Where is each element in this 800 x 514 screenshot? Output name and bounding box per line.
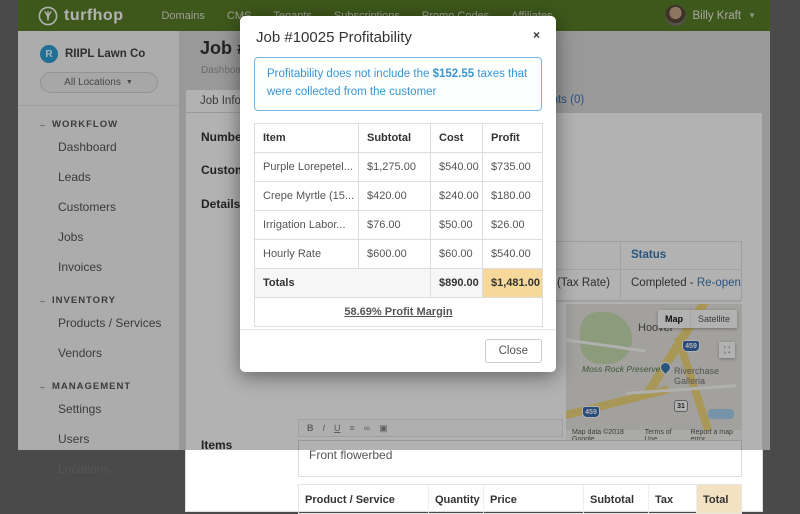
map-park-area	[580, 312, 632, 364]
sidebar-item-settings[interactable]: Settings	[58, 402, 102, 416]
app-window: turfhop Domains CMS Tenants Subscription…	[18, 0, 770, 514]
status-header: Status	[621, 242, 741, 270]
close-button[interactable]: Close	[484, 339, 542, 363]
tax-info-alert: Profitability does not include the $152.…	[254, 57, 542, 111]
details-label: Details	[201, 197, 241, 211]
details-editor-toolbar[interactable]: B I U ≡ ∞ ▣	[298, 419, 563, 437]
sidebar-section-management: – MANAGEMENT	[40, 381, 132, 392]
modal-header: Job #10025 Profitability ×	[240, 16, 556, 55]
profitability-table: Item Subtotal Cost Profit Purple Lorepet…	[254, 122, 543, 327]
sidebar-item-invoices[interactable]: Invoices	[58, 260, 103, 274]
number-label: Number	[201, 130, 247, 144]
report-map-error-link[interactable]: Report a map error	[690, 428, 733, 442]
margin-row: 58.69% Profit Margin	[254, 296, 543, 327]
sidebar-item-products-services[interactable]: Products / Services	[58, 316, 162, 330]
map-attribution: Map data ©2018 Google Terms of Use Repor…	[566, 428, 742, 442]
sidebar: R RIIPL Lawn Co All Locations ▼ – WORKFL…	[18, 31, 180, 476]
totals-profit: $1,481.00	[482, 267, 543, 298]
table-row: Irrigation Labor... $76.00 $50.00 $26.00	[254, 209, 543, 240]
company-badge-icon: R	[40, 45, 58, 63]
totals-cost: $890.00	[430, 267, 483, 298]
map[interactable]: Hoover Map Satellite ⛶ 459 459 31 Moss R…	[566, 304, 742, 441]
sidebar-item-leads[interactable]: Leads	[58, 170, 91, 184]
bold-icon: B	[307, 423, 314, 433]
sidebar-item-locations[interactable]: Locations	[58, 462, 110, 476]
route-shield-31: 31	[674, 400, 688, 412]
items-col-total: Total	[697, 485, 741, 513]
brand-logo[interactable]: turfhop	[38, 6, 123, 26]
user-menu[interactable]: Billy Kraft ▼	[664, 5, 756, 26]
status-cell: Completed - Re-open Job	[621, 270, 741, 302]
close-icon[interactable]: ×	[532, 28, 540, 42]
reopen-job-link[interactable]: Re-open Job	[696, 277, 741, 289]
location-selector-label: All Locations	[64, 77, 121, 88]
items-col-subtotal: Subtotal	[584, 485, 649, 513]
list-icon: ≡	[349, 423, 355, 433]
sidebar-section-workflow: – WORKFLOW	[40, 119, 119, 130]
link-icon: ∞	[363, 423, 371, 433]
map-poi-label: Riverchase Galleria	[674, 366, 720, 386]
sidebar-section-inventory: – INVENTORY	[40, 295, 116, 306]
breadcrumb-dashboard[interactable]: Dashboard	[201, 65, 250, 76]
location-selector[interactable]: All Locations ▼	[39, 72, 158, 93]
company-name: RIIPL Lawn Co	[65, 48, 146, 60]
chevron-down-icon: ▼	[748, 11, 756, 20]
table-header-row: Item Subtotal Cost Profit	[254, 122, 543, 153]
brand-name: turfhop	[64, 6, 124, 24]
sidebar-item-dashboard[interactable]: Dashboard	[58, 140, 117, 154]
satellite-button[interactable]: Satellite	[689, 310, 737, 328]
table-row: Purple Lorepetel... $1,275.00 $540.00 $7…	[254, 151, 543, 182]
sidebar-item-customers[interactable]: Customers	[58, 200, 117, 214]
modal-footer: Close	[240, 329, 556, 372]
nav-item-domains[interactable]: Domains	[161, 9, 205, 22]
map-water-area	[708, 409, 734, 419]
section-dash-icon: –	[40, 295, 47, 306]
modal-title: Job #10025 Profitability	[256, 29, 412, 46]
items-col-tax: Tax	[649, 485, 697, 513]
col-profit: Profit	[482, 122, 543, 153]
items-col-quantity: Quantity	[429, 485, 484, 513]
interstate-shield-459: 459	[582, 406, 600, 418]
totals-row: Totals $890.00 $1,481.00	[254, 267, 543, 298]
section-dash-icon: –	[40, 119, 47, 130]
map-data-credit: Map data ©2018 Google	[572, 428, 624, 442]
company-header[interactable]: R RIIPL Lawn Co	[18, 31, 179, 72]
items-table-header: Product / Service Quantity Price Subtota…	[298, 484, 742, 514]
profitability-modal: Job #10025 Profitability × Profitability…	[240, 16, 556, 372]
table-row: Hourly Rate $600.00 $60.00 $540.00	[254, 238, 543, 269]
underline-icon: U	[334, 423, 341, 433]
items-label: Items	[201, 438, 233, 452]
table-row: Crepe Myrtle (15... $420.00 $240.00 $180…	[254, 180, 543, 211]
tax-amount: $152.55	[432, 68, 475, 80]
map-park-label: Moss Rock Preserve	[582, 364, 661, 374]
italic-icon: I	[322, 423, 326, 433]
terms-of-use-link[interactable]: Terms of Use	[644, 428, 672, 442]
map-button[interactable]: Map	[664, 314, 683, 324]
sidebar-item-users[interactable]: Users	[58, 432, 90, 446]
interstate-shield-459: 459	[682, 340, 700, 352]
col-cost: Cost	[430, 122, 483, 153]
sidebar-divider	[18, 105, 179, 106]
image-icon: ▣	[379, 422, 388, 433]
section-dash-icon: –	[40, 381, 47, 392]
sidebar-item-jobs[interactable]: Jobs	[58, 230, 84, 244]
map-type-control: Map Satellite	[657, 310, 737, 328]
sidebar-item-vendors[interactable]: Vendors	[58, 346, 103, 360]
chevron-down-icon: ▼	[125, 79, 133, 86]
items-col-product: Product / Service	[299, 485, 429, 513]
profit-margin-link[interactable]: 58.69% Profit Margin	[344, 305, 453, 318]
totals-label: Totals	[254, 267, 431, 298]
items-col-price: Price	[484, 485, 584, 513]
col-item: Item	[254, 122, 359, 153]
grass-logo-icon	[38, 6, 58, 25]
user-name: Billy Kraft	[692, 9, 742, 22]
user-avatar	[664, 5, 686, 26]
col-subtotal: Subtotal	[358, 122, 431, 153]
fullscreen-icon[interactable]: ⛶	[719, 342, 735, 358]
